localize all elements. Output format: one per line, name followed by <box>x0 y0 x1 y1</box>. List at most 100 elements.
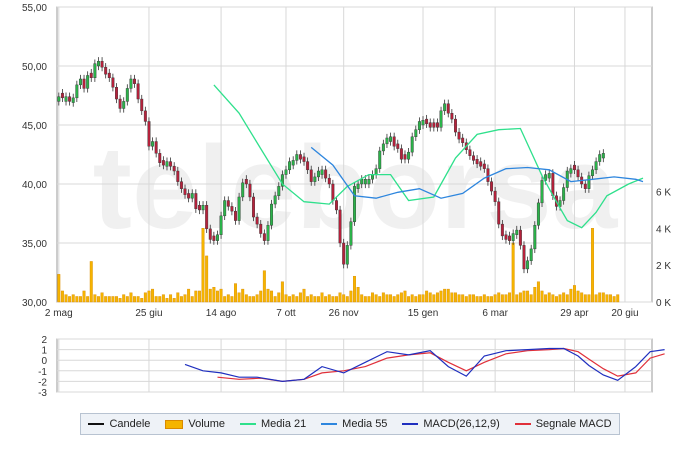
x-tick-label: 7 ott <box>276 308 296 319</box>
volume-bar <box>244 294 248 303</box>
candle-body <box>547 173 551 179</box>
volume-bar <box>594 294 598 303</box>
candle-body <box>345 245 349 265</box>
candle-body <box>234 210 237 221</box>
candle-body <box>226 200 230 207</box>
candle-body <box>75 84 79 99</box>
volume-bar <box>374 294 378 303</box>
candle-body <box>118 98 122 109</box>
volume-bar <box>338 292 342 303</box>
candle-body <box>125 88 129 102</box>
candle-body <box>601 153 605 159</box>
legend-item-volume: Volume <box>165 418 225 430</box>
volume-bar <box>500 294 504 303</box>
volume-bar <box>508 292 512 303</box>
volume-bar <box>367 296 371 303</box>
volume-bar <box>161 294 165 303</box>
candle-body <box>349 221 353 246</box>
candle-body <box>446 103 450 114</box>
volume-bar <box>172 298 176 303</box>
volume-bar <box>68 296 72 303</box>
volume-bar <box>226 294 230 303</box>
candle-body <box>68 96 72 102</box>
volume-bar <box>616 294 620 303</box>
volume-bar <box>533 287 537 303</box>
volume-bar <box>464 296 468 303</box>
volume-bar <box>313 296 317 303</box>
legend: Candele Volume Media 21 Media 55 MACD(26… <box>80 413 620 435</box>
candle-body <box>497 201 501 225</box>
volume-bar <box>259 290 263 303</box>
macd-plot-frame <box>56 338 653 393</box>
volume-bar <box>75 296 79 303</box>
candle-body <box>306 161 310 171</box>
candle-body <box>237 196 241 221</box>
macd-line <box>184 347 665 383</box>
y-tick-label: 30,00 <box>22 298 47 309</box>
volume-bar <box>298 292 302 303</box>
candle-body <box>86 75 90 89</box>
candle-body <box>392 136 396 147</box>
volume-bar <box>324 296 328 303</box>
legend-label-candele: Candele <box>109 418 151 430</box>
volume-bar <box>439 290 443 303</box>
candle-body <box>273 195 277 205</box>
volume-bar <box>273 296 277 303</box>
candle-body <box>154 141 158 154</box>
volume-bar <box>169 294 173 303</box>
volume-bar <box>190 296 194 303</box>
volume-bar <box>118 298 122 303</box>
candle-body <box>533 225 537 250</box>
candle-body <box>522 245 526 270</box>
candle-body <box>64 96 68 102</box>
volume-bar <box>288 296 292 303</box>
volume-bar <box>277 292 281 303</box>
volume-bar <box>612 296 616 303</box>
volume-bar <box>302 288 306 303</box>
candle-body <box>450 112 454 120</box>
legend-item-media55: Media 55 <box>321 418 387 430</box>
candle-body <box>421 120 425 126</box>
volume-bar <box>115 296 118 303</box>
volume-bar <box>147 290 151 303</box>
candle-body <box>194 193 198 209</box>
candle-body <box>526 260 530 270</box>
volume-bar <box>407 296 411 303</box>
volume-bar <box>97 296 100 303</box>
candle-body <box>573 164 576 171</box>
candle-body <box>374 168 378 175</box>
volume-bar <box>529 294 533 303</box>
volume-bar <box>468 294 472 303</box>
candle-body <box>219 215 223 235</box>
volume-bar <box>266 288 270 303</box>
volume-bar <box>536 281 540 303</box>
volume-bar <box>57 274 61 303</box>
candle-body <box>133 78 136 84</box>
candle-body <box>176 170 180 182</box>
candle-body <box>331 183 335 201</box>
volume-bar <box>143 292 147 303</box>
legend-label-segnale: Segnale MACD <box>535 418 612 430</box>
candle-body <box>598 154 602 162</box>
candle-body <box>71 97 75 103</box>
candle-body <box>230 206 234 212</box>
legend-swatch-volume <box>165 419 184 429</box>
candle-body <box>389 136 393 142</box>
volume-bar <box>349 290 353 303</box>
volume-bar <box>511 242 515 303</box>
volume-bar <box>122 294 126 303</box>
candle-body <box>594 161 598 171</box>
candle-body <box>93 63 97 78</box>
volume-bar <box>100 292 104 303</box>
volume-bar <box>472 294 475 303</box>
x-tick-label: 6 mar <box>482 308 508 319</box>
volume-bar <box>280 281 284 303</box>
volume-bar <box>78 296 82 303</box>
y-tick-label: 45,00 <box>22 121 47 132</box>
candle-body <box>169 161 173 167</box>
legend-swatch-candele <box>88 423 105 425</box>
volume-bar <box>316 296 320 303</box>
volume-bar <box>230 296 234 303</box>
volume-bar <box>569 288 573 303</box>
